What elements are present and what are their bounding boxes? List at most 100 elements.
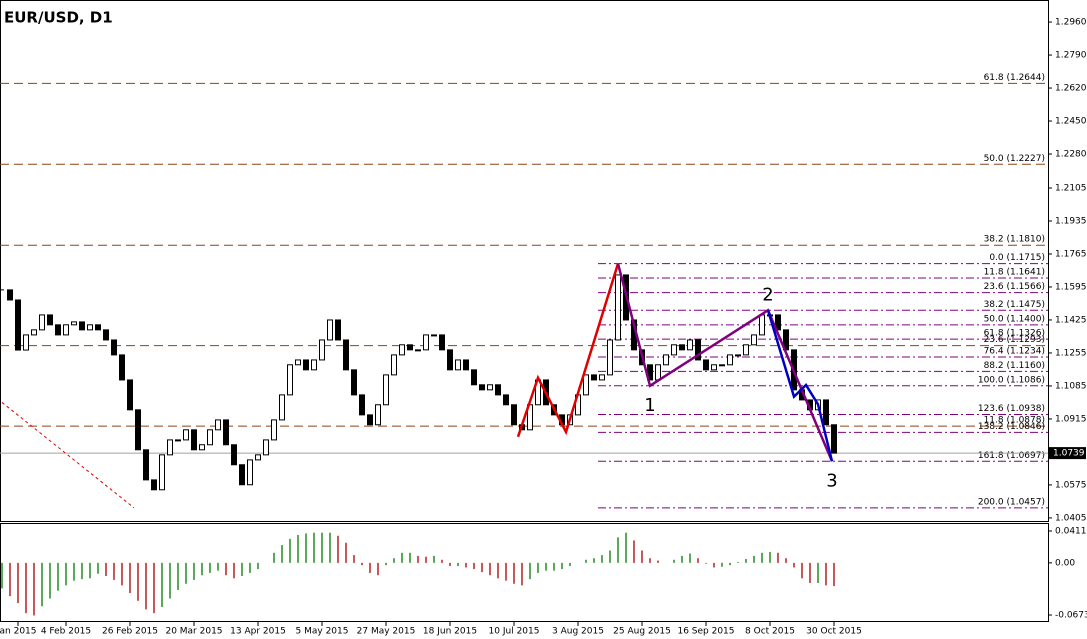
- candle: [591, 374, 597, 381]
- candle: [703, 359, 709, 371]
- x-tick-label: 30 Oct 2015: [806, 627, 862, 637]
- candle: [127, 379, 133, 411]
- candle: [367, 414, 373, 426]
- fib-inner-label: 11.8 (1.1641): [984, 268, 1045, 278]
- candle: [423, 334, 429, 351]
- pattern-point-label: 1: [644, 395, 655, 416]
- y-tick-label: 1.2790: [1055, 51, 1087, 61]
- candle: [239, 464, 245, 486]
- candle: [495, 384, 501, 396]
- x-tick-label: 5 May 2015: [296, 627, 349, 637]
- candle: [351, 369, 357, 396]
- candle: [407, 344, 413, 351]
- y-tick-label: 1.1425: [1055, 315, 1087, 325]
- fib-inner-label: 100.0 (1.1086): [978, 375, 1045, 385]
- pattern-line: [616, 263, 834, 462]
- candle: [471, 369, 477, 386]
- fib-inner-label: 50.0 (1.1400): [984, 314, 1045, 324]
- candle: [255, 454, 261, 461]
- candle: [271, 419, 277, 441]
- chart-title: EUR/USD, D1: [4, 9, 113, 27]
- x-tick-label: 8 Oct 2015: [745, 627, 795, 637]
- candle: [31, 329, 37, 336]
- x-tick-label: 3 Aug 2015: [552, 627, 604, 637]
- candle: [447, 349, 453, 371]
- candle: [199, 444, 205, 451]
- candle: [47, 314, 53, 326]
- trend-line: [1, 402, 135, 509]
- candle: [695, 339, 701, 361]
- candle: [167, 439, 173, 456]
- fib-inner-label: 200.0 (1.0457): [978, 497, 1045, 507]
- candle: [391, 354, 397, 376]
- candle: [247, 459, 253, 486]
- candle: [735, 354, 741, 357]
- fib-outer-label: 38.2 (1.1810): [984, 235, 1045, 245]
- candle: [327, 319, 333, 341]
- candle: [335, 319, 341, 341]
- candle: [511, 404, 517, 426]
- x-tick-label: 27 May 2015: [357, 627, 416, 637]
- x-tick-label: 13 Apr 2015: [230, 627, 286, 637]
- candle: [151, 479, 157, 491]
- fib-outer-label: 23.6 (1.1293): [984, 335, 1045, 345]
- candle: [775, 314, 781, 331]
- y-tick-label: 1.0575: [1055, 480, 1087, 490]
- candle: [431, 334, 437, 337]
- last-price-box: [1049, 447, 1086, 460]
- candle: [95, 324, 101, 331]
- fib-inner-label: 23.6 (1.1566): [984, 282, 1045, 292]
- candle: [7, 289, 13, 301]
- candle: [143, 449, 149, 481]
- candle: [607, 339, 613, 376]
- y-tick-label: 1.2620: [1055, 84, 1087, 94]
- y-tick-label: 1.1765: [1055, 249, 1087, 259]
- y-tick-label: 1.0405: [1055, 513, 1087, 523]
- candle: [503, 394, 509, 406]
- fib-outer-label: 61.8 (1.2644): [984, 73, 1045, 83]
- candle: [79, 321, 85, 331]
- y-tick-label: 1.0915: [1055, 414, 1087, 424]
- y-tick-label: 1.1085: [1055, 381, 1087, 391]
- candle: [711, 364, 717, 371]
- candle: [191, 429, 197, 451]
- x-tick-label: 18 Jun 2015: [423, 627, 477, 637]
- candle: [119, 354, 125, 381]
- candle: [55, 324, 61, 336]
- y-tick-label: 1.2450: [1055, 117, 1087, 127]
- fib-inner-label: 76.4 (1.1234): [984, 347, 1045, 357]
- candle: [487, 384, 493, 391]
- x-tick-label: 10 Jul 2015: [489, 627, 540, 637]
- fib-outer-label: 11.8 (1.0878): [984, 416, 1045, 426]
- fib-inner-label: 38.2 (1.1475): [984, 300, 1045, 310]
- candle: [303, 359, 309, 371]
- x-tick-label: 25 Aug 2015: [613, 627, 671, 637]
- candle: [679, 344, 685, 351]
- candle: [831, 424, 837, 454]
- candle: [655, 364, 661, 381]
- candle: [87, 324, 93, 331]
- candle: [615, 274, 621, 341]
- candle: [71, 321, 77, 326]
- candle: [383, 374, 389, 406]
- candle: [823, 399, 829, 426]
- fib-outer-label: 50.0 (1.2227): [984, 154, 1045, 164]
- candle: [159, 454, 165, 491]
- candle: [663, 354, 669, 366]
- candle: [231, 444, 237, 466]
- candle: [15, 299, 21, 351]
- y-tick-label: 1.2280: [1055, 150, 1087, 160]
- x-tick-label: an 2015: [0, 627, 36, 637]
- candle: [295, 359, 301, 366]
- candle: [359, 394, 365, 416]
- candle: [23, 334, 29, 351]
- candle: [583, 374, 589, 396]
- osc-y-tick-label: 0.00: [1055, 558, 1075, 568]
- candle: [311, 359, 317, 371]
- x-tick-label: 4 Feb 2015: [41, 627, 91, 637]
- fib-inner-label: 138.2 (1.0846): [978, 422, 1045, 432]
- x-tick-label: 16 Sep 2015: [677, 627, 734, 637]
- candle: [479, 384, 485, 391]
- candle: [671, 344, 677, 356]
- fib-inner-label: 123.6 (1.0938): [978, 404, 1045, 414]
